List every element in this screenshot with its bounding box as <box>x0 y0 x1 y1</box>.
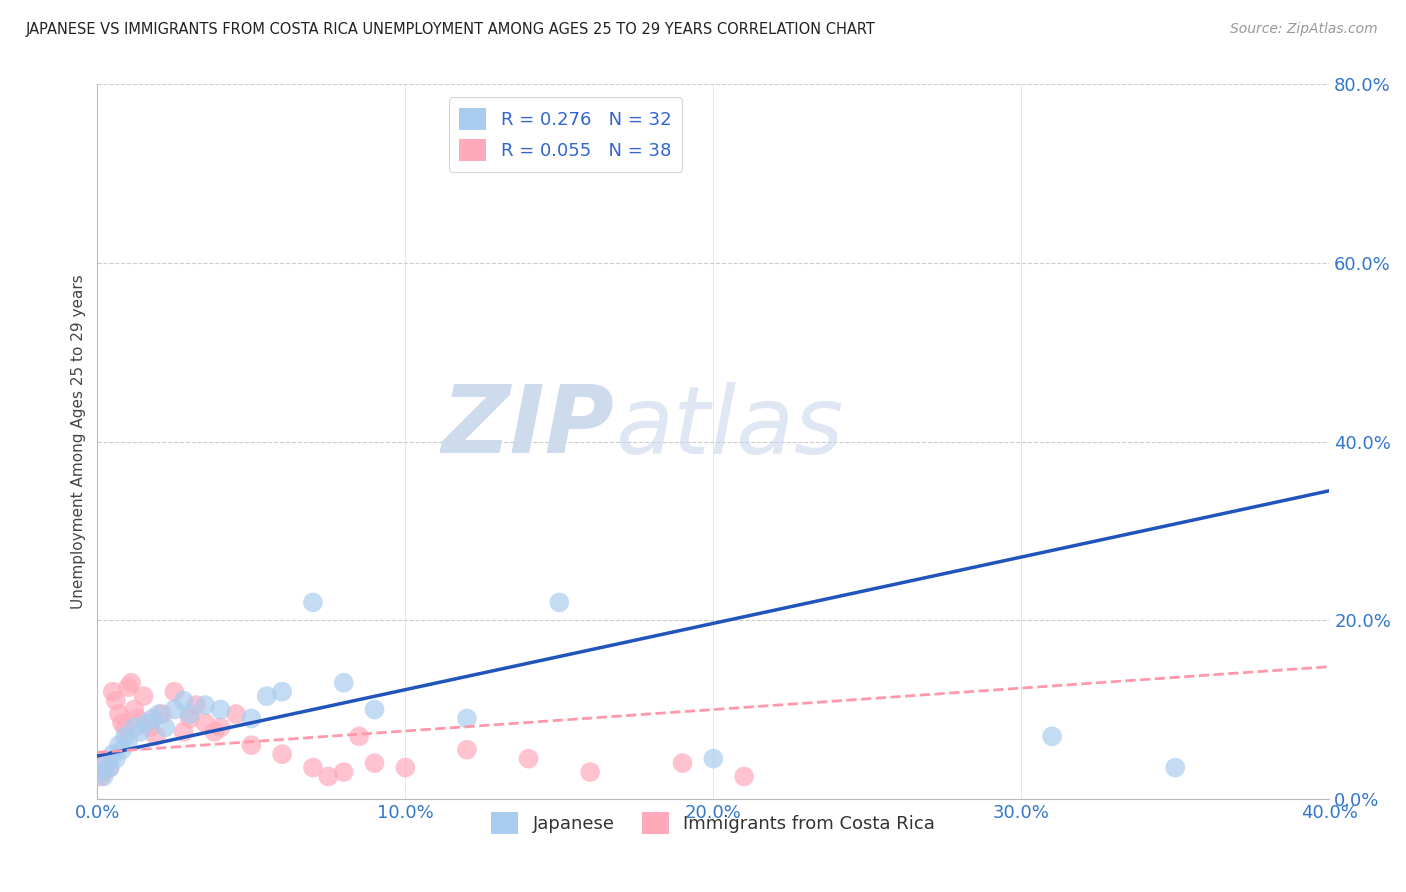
Legend: Japanese, Immigrants from Costa Rica: Japanese, Immigrants from Costa Rica <box>482 804 945 844</box>
Point <box>124 720 146 734</box>
Point <box>124 702 146 716</box>
Point <box>302 761 325 775</box>
Point <box>240 711 263 725</box>
Point <box>394 761 416 775</box>
Point <box>240 738 263 752</box>
Point <box>163 702 186 716</box>
Point <box>135 715 157 730</box>
Point <box>101 747 124 761</box>
Point <box>363 756 385 771</box>
Point <box>96 756 118 771</box>
Point <box>120 675 142 690</box>
Point <box>733 770 755 784</box>
Point <box>1040 729 1063 743</box>
Point <box>127 711 149 725</box>
Point <box>98 761 121 775</box>
Point <box>104 693 127 707</box>
Point <box>173 693 195 707</box>
Point <box>108 706 131 721</box>
Point <box>111 742 134 756</box>
Point <box>173 724 195 739</box>
Point <box>209 720 232 734</box>
Point <box>93 765 115 780</box>
Point <box>104 752 127 766</box>
Point <box>194 698 217 712</box>
Point <box>318 770 340 784</box>
Point <box>347 729 370 743</box>
Text: Source: ZipAtlas.com: Source: ZipAtlas.com <box>1230 22 1378 37</box>
Point <box>142 711 165 725</box>
Point <box>108 738 131 752</box>
Point <box>114 729 136 743</box>
Text: atlas: atlas <box>614 382 844 473</box>
Point <box>456 711 478 725</box>
Point <box>332 765 354 780</box>
Point <box>456 742 478 756</box>
Point <box>96 756 118 771</box>
Point <box>363 702 385 716</box>
Point <box>101 684 124 698</box>
Point <box>153 720 176 734</box>
Text: ZIP: ZIP <box>441 382 614 474</box>
Point <box>671 756 693 771</box>
Point <box>89 765 111 780</box>
Point <box>271 747 294 761</box>
Point <box>548 595 571 609</box>
Point <box>93 770 115 784</box>
Point <box>517 752 540 766</box>
Point <box>163 684 186 698</box>
Point <box>111 715 134 730</box>
Point <box>702 752 724 766</box>
Point <box>225 706 247 721</box>
Point <box>302 595 325 609</box>
Point <box>579 765 602 780</box>
Point <box>332 675 354 690</box>
Point <box>132 689 155 703</box>
Point <box>1164 761 1187 775</box>
Point <box>179 711 201 725</box>
Point <box>184 698 207 712</box>
Point <box>194 715 217 730</box>
Point <box>209 702 232 716</box>
Point <box>256 689 278 703</box>
Point <box>117 733 139 747</box>
Point <box>145 729 167 743</box>
Point <box>98 761 121 775</box>
Point <box>129 724 152 739</box>
Point <box>117 680 139 694</box>
Point <box>271 684 294 698</box>
Point <box>114 720 136 734</box>
Point <box>179 706 201 721</box>
Point <box>89 770 111 784</box>
Point <box>148 706 170 721</box>
Point <box>202 724 225 739</box>
Y-axis label: Unemployment Among Ages 25 to 29 years: Unemployment Among Ages 25 to 29 years <box>72 274 86 609</box>
Text: JAPANESE VS IMMIGRANTS FROM COSTA RICA UNEMPLOYMENT AMONG AGES 25 TO 29 YEARS CO: JAPANESE VS IMMIGRANTS FROM COSTA RICA U… <box>25 22 875 37</box>
Point <box>150 706 173 721</box>
Point <box>138 720 160 734</box>
